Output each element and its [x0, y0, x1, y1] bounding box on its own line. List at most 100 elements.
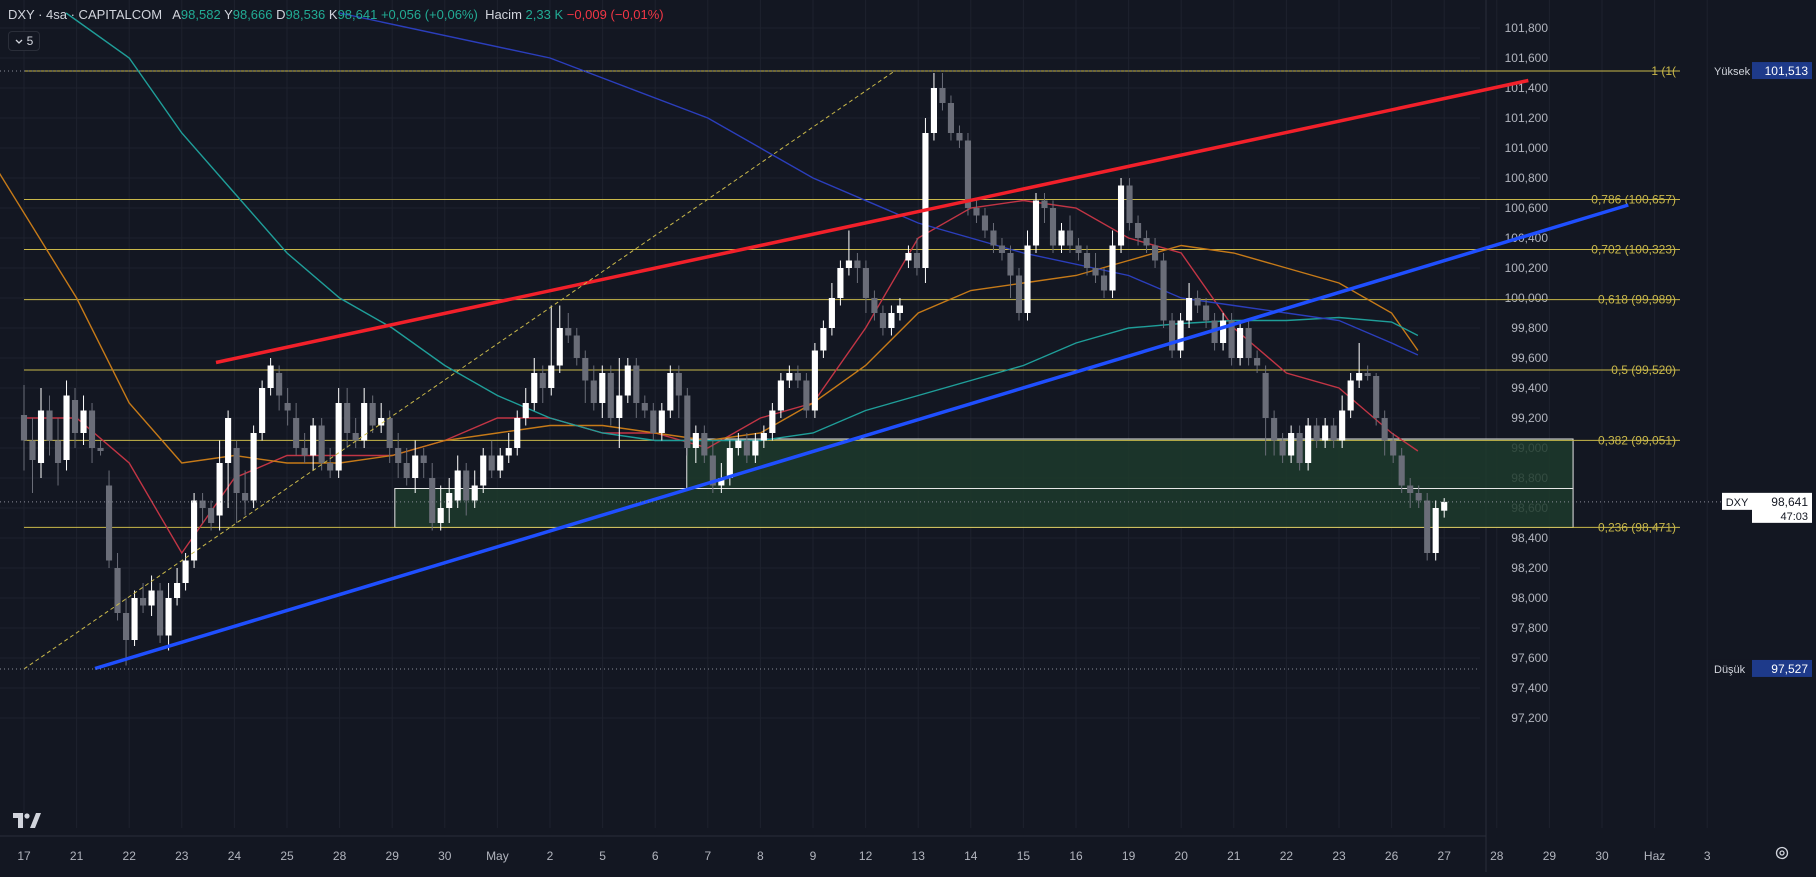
candle-body[interactable] [233, 448, 240, 493]
candle-body[interactable] [454, 470, 461, 501]
candle-body[interactable] [182, 560, 189, 584]
candle-body[interactable] [1432, 508, 1439, 553]
candle-body[interactable] [1117, 185, 1125, 246]
candle-body[interactable] [165, 598, 172, 636]
candle-body[interactable] [1177, 320, 1184, 351]
candle-body[interactable] [1049, 208, 1057, 246]
candle-body[interactable] [1415, 493, 1422, 501]
candle-body[interactable] [616, 395, 623, 419]
candle-body[interactable] [973, 208, 980, 216]
candle-body[interactable] [1347, 380, 1354, 411]
candle-body[interactable] [369, 403, 376, 426]
candle-body[interactable] [1381, 418, 1388, 441]
candle-body[interactable] [981, 215, 989, 231]
candle-body[interactable] [794, 373, 801, 381]
candle-body[interactable] [1041, 200, 1048, 209]
candle-body[interactable] [760, 433, 767, 441]
candle-body[interactable] [1398, 455, 1405, 486]
candle-body[interactable] [633, 365, 640, 404]
candle-body[interactable] [1271, 418, 1278, 441]
symbol-title[interactable]: DXY · 4sa · CAPITALCOM [8, 7, 163, 22]
candle-body[interactable] [701, 433, 708, 456]
candle-body[interactable] [1169, 320, 1176, 351]
candle-body[interactable] [1075, 245, 1082, 254]
candle-body[interactable] [684, 395, 691, 449]
candle-body[interactable] [1322, 425, 1329, 441]
candle-body[interactable] [250, 433, 257, 501]
candle-body[interactable] [718, 478, 725, 486]
candle-body[interactable] [888, 313, 895, 328]
candle-body[interactable] [548, 365, 555, 389]
candle-body[interactable] [352, 433, 359, 441]
candle-body[interactable] [267, 365, 274, 389]
candle-body[interactable] [1220, 320, 1227, 344]
candle-body[interactable] [318, 425, 325, 464]
candle-body[interactable] [88, 410, 96, 449]
candle-body[interactable] [199, 500, 206, 509]
candle-body[interactable] [709, 455, 716, 486]
candle-body[interactable] [956, 133, 963, 141]
candle-body[interactable] [148, 590, 155, 606]
candle-body[interactable] [726, 448, 733, 478]
candle-body[interactable] [1288, 433, 1295, 456]
settings-gear-icon[interactable] [1774, 845, 1790, 866]
candle-body[interactable] [777, 380, 784, 411]
candle-body[interactable] [420, 455, 427, 464]
candle-body[interactable] [539, 373, 546, 388]
candle-body[interactable] [114, 568, 121, 613]
candle-body[interactable] [1279, 440, 1286, 456]
candle-body[interactable] [1373, 376, 1380, 418]
candle-body[interactable] [20, 415, 28, 441]
demand-zone[interactable] [394, 488, 1574, 528]
candle-body[interactable] [208, 508, 215, 523]
candle-body[interactable] [225, 418, 232, 463]
candle-body[interactable] [174, 583, 181, 598]
candle-body[interactable] [105, 485, 113, 561]
candle-body[interactable] [242, 493, 249, 501]
candle-body[interactable] [998, 245, 1006, 254]
candle-body[interactable] [191, 500, 198, 561]
candle-body[interactable] [480, 455, 487, 486]
candle-body[interactable] [1364, 373, 1371, 376]
candle-body[interactable] [437, 508, 444, 523]
candle-body[interactable] [463, 470, 470, 501]
candle-body[interactable] [1066, 230, 1074, 246]
candle-body[interactable] [1109, 245, 1116, 291]
candle-body[interactable] [905, 253, 912, 261]
candle-body[interactable] [573, 335, 580, 359]
candle-body[interactable] [386, 418, 393, 448]
candle-body[interactable] [1024, 245, 1031, 314]
candle-body[interactable] [837, 268, 844, 298]
candle-body[interactable] [947, 103, 955, 133]
candle-body[interactable] [46, 410, 53, 441]
candle-body[interactable] [624, 365, 631, 396]
candle-body[interactable] [293, 418, 300, 448]
candle-body[interactable] [1356, 373, 1363, 381]
candle-body[interactable] [1186, 298, 1193, 321]
candle-body[interactable] [556, 328, 563, 366]
candle-body[interactable] [582, 358, 589, 381]
candle-body[interactable] [1092, 268, 1099, 276]
candle-body[interactable] [930, 88, 938, 133]
candle-body[interactable] [412, 455, 419, 479]
candle-body[interactable] [1424, 500, 1431, 554]
candle-body[interactable] [828, 298, 835, 328]
candle-body[interactable] [327, 463, 334, 471]
candle-body[interactable] [803, 380, 810, 411]
candle-body[interactable] [845, 260, 852, 269]
candle-body[interactable] [820, 328, 827, 351]
candle-body[interactable] [1254, 358, 1261, 366]
candle-body[interactable] [590, 380, 597, 404]
candle-body[interactable] [80, 410, 87, 434]
candle-body[interactable] [488, 455, 495, 471]
candle-body[interactable] [990, 230, 997, 246]
candle-body[interactable] [658, 410, 665, 434]
candle-body[interactable] [769, 410, 776, 434]
candle-body[interactable] [599, 373, 606, 403]
candle-body[interactable] [1203, 305, 1210, 321]
candle-body[interactable] [1441, 501, 1448, 511]
candle-body[interactable] [1058, 230, 1065, 246]
candle-body[interactable] [335, 403, 342, 471]
